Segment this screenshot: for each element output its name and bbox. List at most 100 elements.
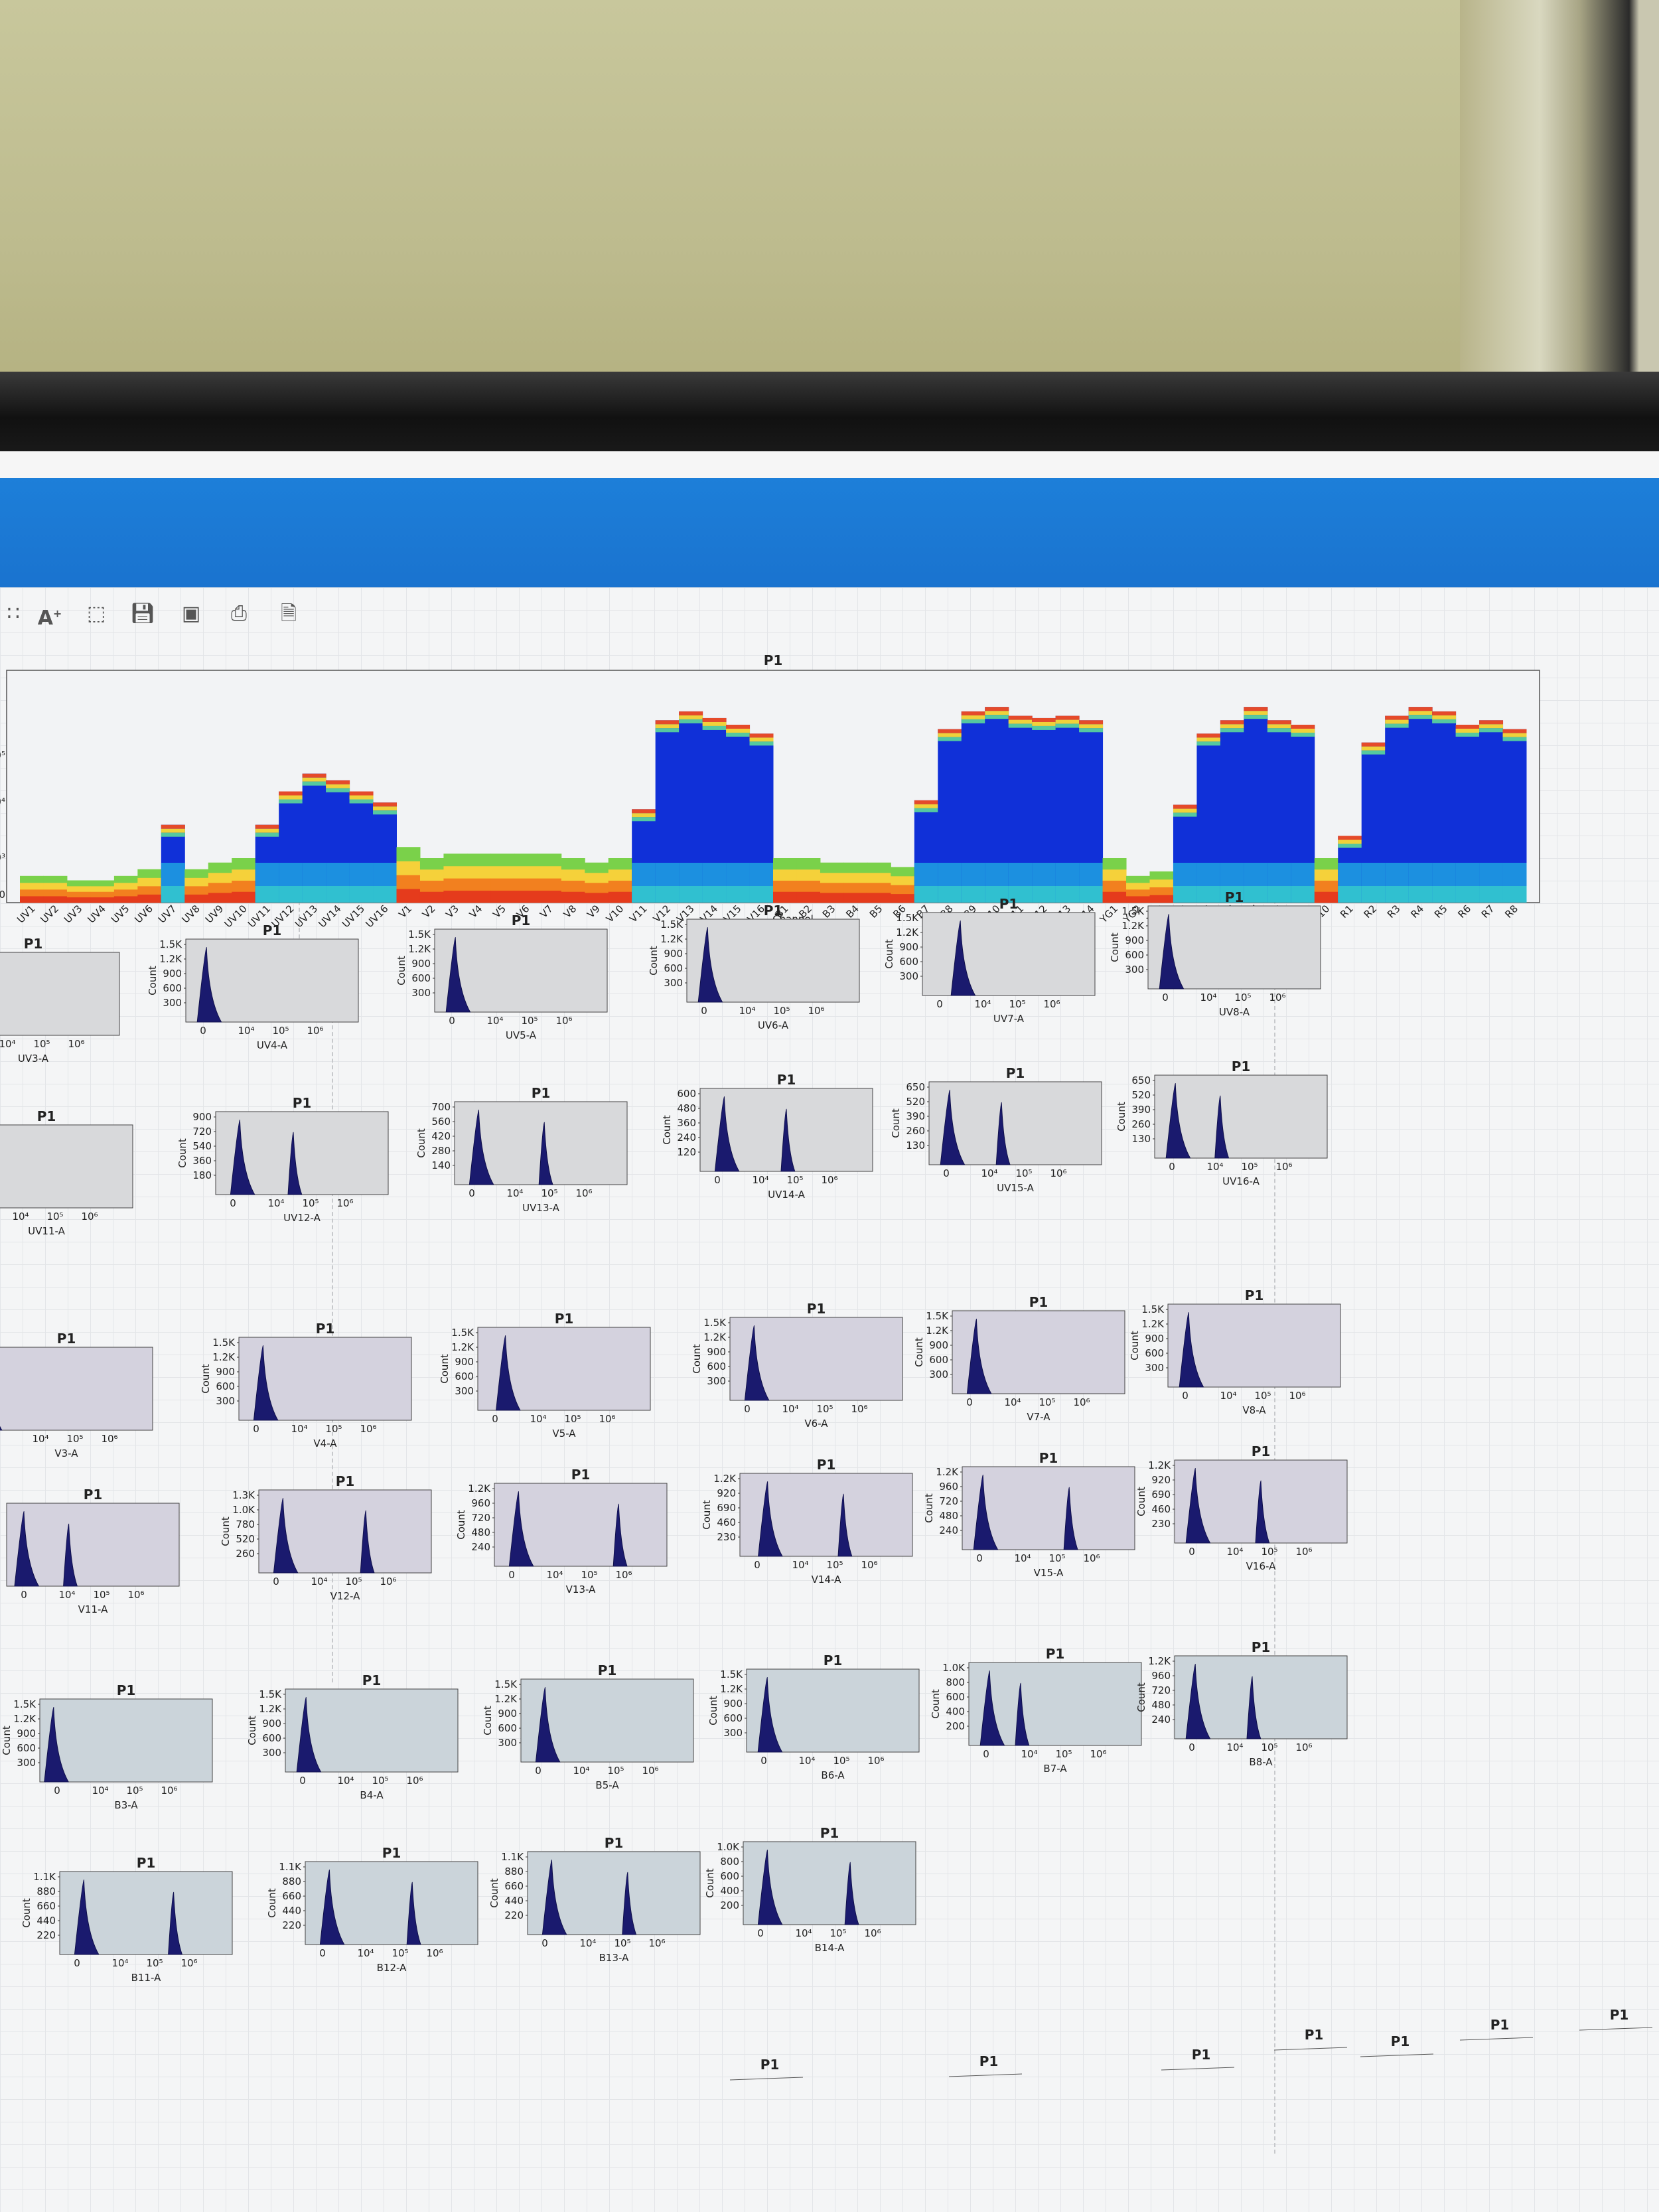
histogram-b8-a[interactable]: P1 1.2K 960 720 480 240 Count 0 10⁴ 10⁵ 10⁶ B8-A — [1135, 1636, 1354, 1781]
spectrum-bar — [561, 858, 585, 903]
histogram-uv6-a[interactable]: P1 1.5K 1.2K 900 600 300 Count 0 10⁴ 10⁵ 10⁶ UV6-A — [647, 899, 866, 1045]
spectrum-bar — [1079, 720, 1104, 903]
histogram-partial[interactable]: P1 — [948, 2053, 1023, 2083]
histogram-v4-a[interactable]: P1 1.5K 1.2K 900 600 300 Count 0 10⁴ 10⁵ 10⁶ V4-A — [199, 1317, 418, 1463]
histogram-v16-a[interactable]: P1 1.2K 920 690 460 230 Count 0 10⁴ 10⁵ 10⁶ V16-A — [1135, 1440, 1354, 1585]
histogram-y-tick: 720 — [471, 1512, 490, 1524]
histogram-uv13-a[interactable]: P1 700 560 420 280 140 Count 0 10⁴ 10⁵ 10⁶ UV13-A — [415, 1082, 634, 1227]
histogram-peak — [44, 1706, 70, 1783]
histogram-v5-a[interactable]: P1 1.5K 1.2K 900 600 300 Count 0 10⁴ 10⁵ 10⁶ V5-A — [438, 1307, 657, 1453]
histogram-b3-a[interactable]: P1 1.5K 1.2K 900 600 300 Count 0 10⁴ 10⁵ 10⁶ B3-A — [0, 1679, 219, 1824]
histogram-b11-a[interactable]: P1 1.1K 880 660 440 220 Count 0 10⁴ 10⁵ 10⁶ B11-A — [20, 1852, 239, 1997]
histogram-y-tick: 700 — [431, 1101, 451, 1113]
histogram-x-tick: 10⁵ — [272, 1025, 289, 1037]
histogram-x-tick: 10⁵ — [1261, 1741, 1277, 1753]
histogram-y-tick: 1.2K — [660, 933, 684, 945]
histogram-uv4-a[interactable]: P1 1.5K 1.2K 900 600 300 Count 0 10⁴ 10⁵ 10⁶ UV4-A — [146, 919, 365, 1065]
histogram-x-tick: 10⁴ — [579, 1937, 596, 1949]
histogram-x-tick: 10⁴ — [12, 1211, 29, 1222]
spectrum-plot[interactable]: P1 UV1 UV2 UV3 UV4 UV5 UV6 UV7 UV8 UV9 UV10 UV11 UV1… — [0, 640, 1553, 972]
histogram-b6-a[interactable]: P1 1.5K 1.2K 900 600 300 Count 0 10⁴ 10⁵ 10⁶ B6-A — [707, 1649, 926, 1795]
channel-tick-label: UV2 — [38, 903, 62, 926]
histogram-x-tick: 0 — [976, 1552, 983, 1564]
histogram-uv12-a[interactable]: P1 900 720 540 360 180 Count 0 10⁴ 10⁵ 10⁶ UV12-A — [176, 1092, 395, 1237]
save-icon[interactable]: 💾︎ — [129, 602, 156, 625]
histogram-v13-a[interactable]: P1 1.2K 960 720 480 240 Count 0 10⁴ 10⁵ 10⁶ V13-A — [455, 1463, 674, 1609]
histogram-y-tick: 130 — [906, 1140, 925, 1151]
histogram-peak — [1185, 1467, 1211, 1544]
histogram-x-tick: 10⁶ — [1050, 1167, 1066, 1179]
histogram-title: P1 — [512, 913, 531, 928]
histogram-ylabel: Count — [923, 1493, 935, 1523]
histogram-y-tick: 300 — [1145, 1362, 1164, 1374]
histogram-xlabel: UV11-A — [28, 1225, 65, 1237]
spectrum-bar — [1502, 729, 1527, 903]
histogram-y-tick: 1.5K — [926, 1310, 949, 1322]
histogram-b12-a[interactable]: P1 1.1K 880 660 440 220 Count 0 10⁴ 10⁵ 10⁶ B12-A — [265, 1842, 484, 1987]
histogram-y-tick: 520 — [1131, 1089, 1151, 1101]
histogram-x-tick: 10⁵ — [564, 1413, 581, 1425]
histogram-x-tick: 10⁶ — [864, 1927, 881, 1939]
histogram-v12-a[interactable]: P1 1.3K 1.0K 780 520 260 Count 0 10⁴ 10⁵ 10⁶ V12-A — [219, 1470, 438, 1615]
histogram-b5-a[interactable]: P1 1.5K 1.2K 900 600 300 Count 0 10⁴ 10⁵ 10⁶ B5-A — [481, 1659, 700, 1805]
histogram-b7-a[interactable]: P1 1.0K 800 600 400 200 Count 0 10⁴ 10⁵ 10⁶ B7-A — [929, 1643, 1148, 1788]
channel-tick-label: UV16 — [363, 903, 390, 930]
histogram-title: P1 — [57, 1331, 76, 1347]
histogram-y-tick: 260 — [236, 1548, 255, 1560]
histogram-uv16-a[interactable]: P1 650 520 390 260 130 Count 0 10⁴ 10⁵ 10⁶ UV16-A — [1115, 1055, 1334, 1201]
histogram-y-tick: 300 — [498, 1737, 517, 1749]
histogram-ylabel: Count — [1116, 1102, 1127, 1132]
histogram-b14-a[interactable]: P1 1.0K 800 600 400 200 Count 0 10⁴ 10⁵ 10⁶ B14-A — [703, 1822, 922, 1967]
histogram-uv8-a[interactable]: P1 1.5K 1.2K 900 600 300 Count 0 10⁴ 10⁵ 10⁶ UV8-A — [1108, 886, 1327, 1031]
histogram-y-tick: 200 — [946, 1720, 965, 1732]
histogram-v11-a[interactable]: P1Count010⁴10⁵10⁶V11-A — [0, 1483, 186, 1629]
histogram-v7-a[interactable]: P1 1.5K 1.2K 900 600 300 Count 0 10⁴ 10⁵ 10⁶ V7-A — [912, 1291, 1131, 1436]
histogram-y-tick: 540 — [192, 1140, 212, 1152]
histogram-partial[interactable]: P1 — [1579, 2007, 1653, 2037]
fit-icon[interactable]: ⬚ — [86, 602, 106, 625]
histogram-y-tick: 260 — [906, 1125, 925, 1137]
histogram-uv5-a[interactable]: P1 1.5K 1.2K 900 600 300 Count 0 10⁴ 10⁵ 10⁶ UV5-A — [395, 909, 614, 1055]
histogram-peak — [622, 1872, 637, 1935]
histogram-partial[interactable]: P1 — [1273, 2027, 1348, 2057]
histogram-partial[interactable]: P1 — [1161, 2047, 1235, 2077]
histogram-uv14-a[interactable]: P1 600 480 360 240 120 Count 0 10⁴ 10⁵ 10⁶ UV14-A — [660, 1069, 879, 1214]
histogram-x-tick: 10⁵ — [521, 1015, 538, 1027]
histogram-x-tick: 0 — [701, 1005, 707, 1017]
histogram-v3-a[interactable]: P1Count010⁴10⁵10⁶V3-A — [0, 1327, 159, 1473]
histogram-x-tick: 10⁶ — [1275, 1161, 1292, 1173]
font-size-icon[interactable]: A+ — [37, 607, 62, 630]
histogram-y-tick: 230 — [1151, 1518, 1171, 1530]
histogram-peak — [469, 1109, 494, 1185]
histogram-title: P1 — [1490, 2017, 1510, 2033]
spectrum-bar — [1055, 715, 1080, 903]
histogram-title: P1 — [24, 936, 43, 952]
histogram-b13-a[interactable]: P1 1.1K 880 660 440 220 Count 0 10⁴ 10⁵ 10⁶ B13-A — [488, 1832, 707, 1977]
export-pdf-icon[interactable]: 🗎 — [280, 602, 297, 625]
menu-icon[interactable]: ∷ — [7, 602, 20, 625]
histogram-x-tick: 0 — [757, 1927, 764, 1939]
histogram-uv11-a[interactable]: P1Count010⁴10⁵10⁶UV11-A — [0, 1105, 139, 1250]
spectrum-bar — [349, 791, 374, 903]
histogram-partial[interactable]: P1 — [1459, 2017, 1534, 2047]
histogram-v8-a[interactable]: P1 1.5K 1.2K 900 600 300 Count 0 10⁴ 10⁵ 10⁶ V8-A — [1128, 1284, 1347, 1430]
histogram-ylabel: Count — [691, 1344, 703, 1374]
histogram-v14-a[interactable]: P1 1.2K 920 690 460 230 Count 0 10⁴ 10⁵ 10⁶ V14-A — [700, 1453, 919, 1599]
histogram-v15-a[interactable]: P1 1.2K 960 720 480 240 Count 0 10⁴ 10⁵ 10⁶ V15-A — [922, 1447, 1141, 1592]
channel-tick-label: UV1 — [15, 903, 38, 926]
histogram-y-tick: 900 — [899, 941, 918, 953]
histogram-partial[interactable]: P1 — [729, 2057, 804, 2087]
save-as-icon[interactable]: ▣ — [181, 602, 201, 625]
histogram-uv7-a[interactable]: P1 1.5K 1.2K 900 600 300 Count 0 10⁴ 10⁵ 10⁶ UV7-A — [883, 893, 1102, 1038]
histogram-partial[interactable]: P1 — [1360, 2033, 1434, 2063]
histogram-v6-a[interactable]: P1 1.5K 1.2K 900 600 300 Count 0 10⁴ 10⁵ 10⁶ V6-A — [690, 1297, 909, 1443]
histogram-uv15-a[interactable]: P1 650 520 390 260 130 Count 0 10⁴ 10⁵ 10⁶ UV15-A — [889, 1062, 1108, 1207]
print-icon[interactable]: ⎙ — [231, 602, 247, 625]
spectrum-bar — [279, 791, 303, 903]
histogram-x-tick: 10⁶ — [1090, 1748, 1106, 1760]
histogram-y-tick: 600 — [216, 1380, 235, 1392]
histogram-uv3-a[interactable]: P1Count010⁴10⁵10⁶UV3-A — [0, 932, 126, 1078]
histogram-b4-a[interactable]: P1 1.5K 1.2K 900 600 300 Count 0 10⁴ 10⁵ 10⁶ B4-A — [246, 1669, 465, 1814]
histogram-y-tick: 560 — [431, 1116, 451, 1128]
histogram-y-tick: 300 — [723, 1727, 743, 1739]
